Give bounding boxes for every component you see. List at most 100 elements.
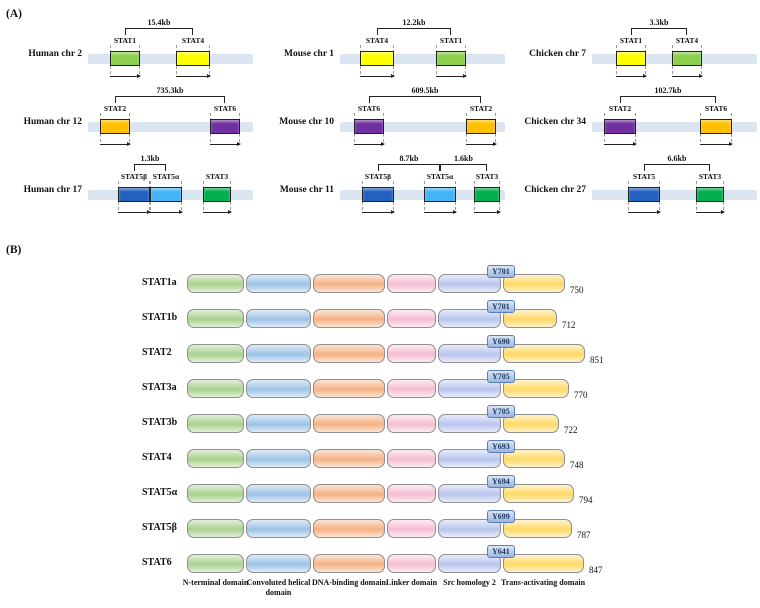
gene-label-stat4: STAT4 xyxy=(365,36,389,45)
gene-label-stat2: STAT2 xyxy=(608,104,632,113)
domain-src-homology-2 xyxy=(438,379,501,398)
phospho-site-badge: Y690 xyxy=(487,335,515,348)
locus-mouse-chr-1: Mouse chr 1 12.2kb STAT4 STAT1 xyxy=(260,18,510,84)
locus-title: Chicken chr 34 xyxy=(524,117,586,127)
locus-title: Human chr 12 xyxy=(23,117,82,127)
locus-mouse-chr-11: Mouse chr 11 8.7kb 1.6kb STAT5β STAT5α STAT3 xyxy=(260,154,510,220)
legend-convoluted-helical-domain: Convoluted helical domain xyxy=(246,578,311,597)
chromosome-bar xyxy=(88,122,253,132)
domain-src-homology-2 xyxy=(438,449,501,468)
domain-n-terminal-domain xyxy=(187,484,244,503)
gene-box-stat5b xyxy=(362,187,394,202)
locus-chicken-chr-27: Chicken chr 27 6.6kb STAT5 STAT3 xyxy=(512,154,760,220)
distance-bracket xyxy=(620,96,716,103)
domain-convoluted-helical-domain xyxy=(246,484,311,503)
gene-label-stat5a: STAT5α xyxy=(152,172,180,181)
gene-label-stat6: STAT6 xyxy=(704,104,728,113)
gene-strand-arrow xyxy=(150,210,183,214)
protein-name: STAT3a xyxy=(142,382,177,393)
domain-n-terminal-domain xyxy=(187,379,244,398)
domain-dna-binding-domain xyxy=(313,344,385,363)
domain-linker-domain xyxy=(387,519,436,538)
gene-strand-arrow xyxy=(354,142,385,146)
domain-convoluted-helical-domain xyxy=(246,519,311,538)
domain-convoluted-helical-domain xyxy=(246,554,311,573)
domain-linker-domain xyxy=(387,554,436,573)
gene-strand-arrow xyxy=(672,74,703,78)
protein-row-stat6: STAT6 Y641 847 xyxy=(0,544,760,579)
gene-box-stat5a xyxy=(424,187,456,202)
domain-src-homology-2 xyxy=(438,519,501,538)
gene-label-stat6: STAT6 xyxy=(357,104,381,113)
gene-strand-arrow xyxy=(436,74,467,78)
distance-bracket xyxy=(378,164,440,171)
domain-n-terminal-domain xyxy=(187,309,244,328)
domain-dna-binding-domain xyxy=(313,554,385,573)
locus-title: Mouse chr 10 xyxy=(279,117,334,127)
domain-linker-domain xyxy=(387,484,436,503)
distance-label: 102.7kb xyxy=(654,86,682,95)
domain-src-homology-2 xyxy=(438,309,501,328)
gene-strand-arrow xyxy=(628,210,661,214)
phospho-site-badge: Y641 xyxy=(487,545,515,558)
gene-label-stat5a: STAT5α xyxy=(426,172,454,181)
chromosome-bar xyxy=(592,122,757,132)
gene-label-stat1: STAT1 xyxy=(439,36,463,45)
distance-label: 1.6kb xyxy=(454,154,473,163)
phospho-site-badge: Y693 xyxy=(487,440,515,453)
gene-label-stat1: STAT1 xyxy=(619,36,643,45)
gene-strand-arrow xyxy=(474,210,501,214)
protein-row-stat4: STAT4 Y693 748 xyxy=(0,439,760,474)
domain-dna-binding-domain xyxy=(313,414,385,433)
domain-linker-domain xyxy=(387,449,436,468)
chromosome-bar xyxy=(592,190,757,200)
locus-chicken-chr-7: Chicken chr 7 3.3kb STAT1 STAT4 xyxy=(512,18,760,84)
locus-title: Human chr 17 xyxy=(23,185,82,195)
locus-human-chr-12: Human chr 12 735.3kb STAT2 STAT6 xyxy=(8,86,258,152)
locus-title: Mouse chr 11 xyxy=(279,185,334,195)
domain-trans-activating-domain xyxy=(503,554,584,573)
distance-bracket xyxy=(369,96,481,103)
gene-strand-arrow xyxy=(604,142,637,146)
locus-human-chr-17: Human chr 17 1.3kb STAT5β STAT5α STAT3 xyxy=(8,154,258,220)
gene-box-stat3 xyxy=(203,187,231,202)
protein-length: 712 xyxy=(562,320,576,330)
chromosome-bar xyxy=(340,54,505,64)
distance-label: 3.3kb xyxy=(649,18,669,27)
gene-box-stat4 xyxy=(360,51,394,66)
distance-label: 15.4kb xyxy=(147,18,171,27)
protein-length: 770 xyxy=(574,390,588,400)
domain-convoluted-helical-domain xyxy=(246,414,311,433)
phospho-site-badge: Y705 xyxy=(487,405,515,418)
domain-src-homology-2 xyxy=(438,414,501,433)
gene-label-stat5: STAT5 xyxy=(632,172,656,181)
domain-dna-binding-domain xyxy=(313,309,385,328)
phospho-site-badge: Y699 xyxy=(487,510,515,523)
legend-n-terminal-domain: N-terminal domain xyxy=(182,578,249,587)
gene-box-stat4 xyxy=(672,51,702,66)
gene-box-stat1 xyxy=(616,51,646,66)
gene-strand-arrow xyxy=(118,210,151,214)
gene-strand-arrow xyxy=(110,74,141,78)
domain-src-homology-2 xyxy=(438,554,501,573)
distance-label: 1.3kb xyxy=(140,154,160,163)
gene-strand-arrow xyxy=(700,142,733,146)
protein-name: STAT1b xyxy=(142,312,178,323)
domain-trans-activating-domain xyxy=(503,379,569,398)
gene-strand-arrow xyxy=(176,74,211,78)
protein-name: STAT6 xyxy=(142,557,172,568)
domain-src-homology-2 xyxy=(438,274,501,293)
gene-label-stat5b: STAT5β xyxy=(364,172,392,181)
protein-name: STAT4 xyxy=(142,452,172,463)
distance-label: 8.7kb xyxy=(399,154,419,163)
domain-src-homology-2 xyxy=(438,484,501,503)
gene-label-stat4: STAT4 xyxy=(181,36,205,45)
gene-box-stat4 xyxy=(176,51,210,66)
chromosome-bar xyxy=(88,54,253,64)
locus-title: Chicken chr 7 xyxy=(529,49,586,59)
distance-bracket xyxy=(134,164,166,171)
gene-strand-arrow xyxy=(466,142,497,146)
domain-n-terminal-domain xyxy=(187,274,244,293)
